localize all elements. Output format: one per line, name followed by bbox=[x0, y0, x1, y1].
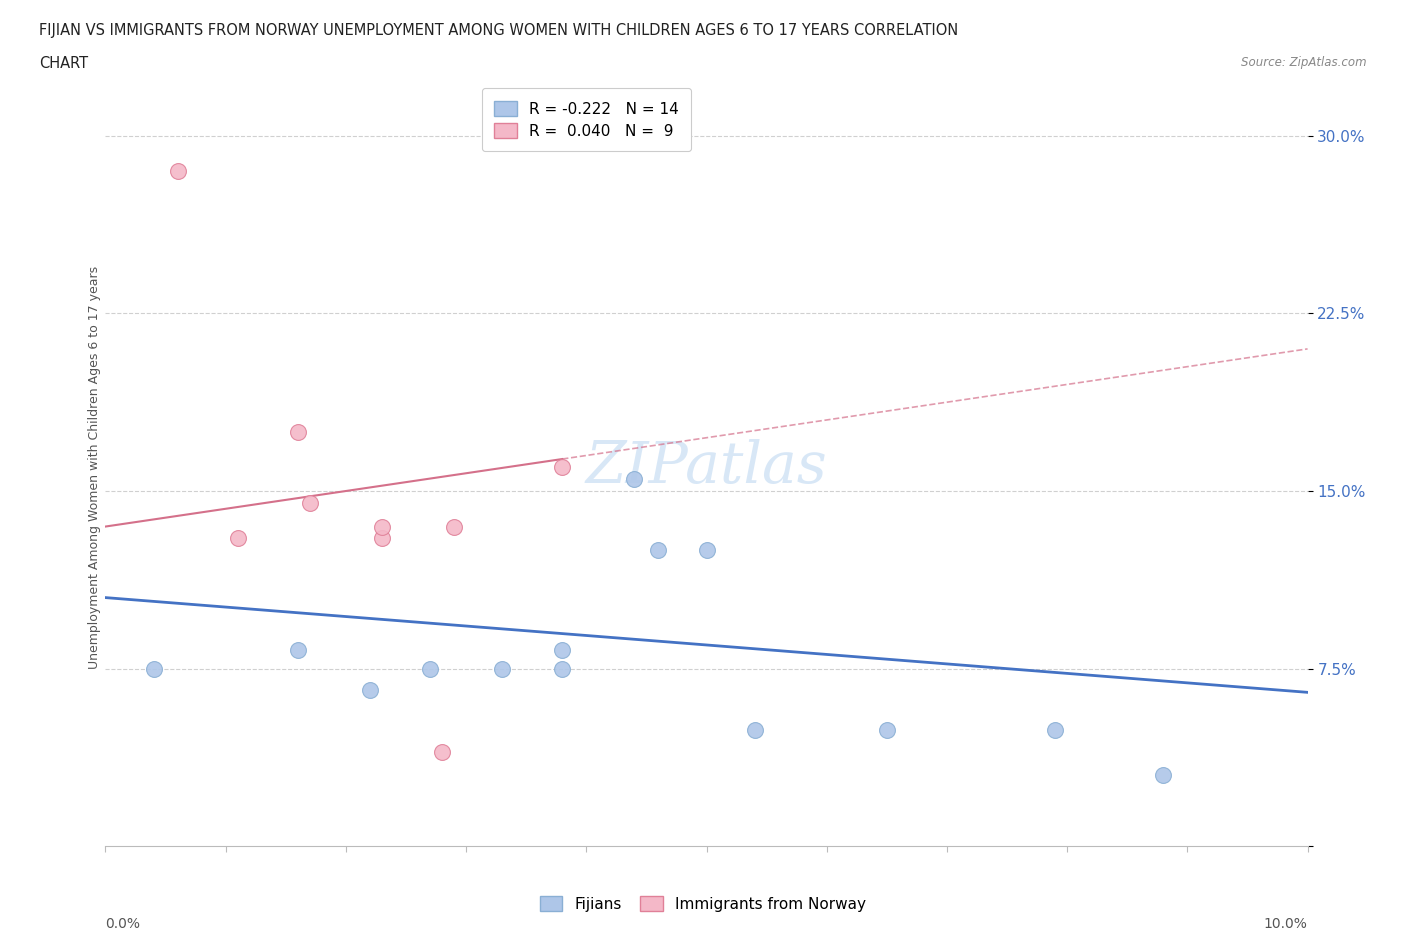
Point bbox=[696, 543, 718, 558]
Point bbox=[1043, 723, 1066, 737]
Point bbox=[443, 519, 465, 534]
Point bbox=[876, 723, 898, 737]
Point bbox=[551, 661, 574, 676]
Point bbox=[287, 424, 309, 439]
Point bbox=[1152, 768, 1174, 783]
Point bbox=[142, 661, 165, 676]
Point bbox=[623, 472, 645, 486]
Point bbox=[371, 519, 394, 534]
Point bbox=[166, 164, 188, 179]
Text: 0.0%: 0.0% bbox=[105, 917, 141, 930]
Point bbox=[744, 723, 766, 737]
Point bbox=[298, 496, 321, 511]
Text: CHART: CHART bbox=[39, 56, 89, 71]
Point bbox=[647, 543, 669, 558]
Point bbox=[287, 643, 309, 658]
Point bbox=[419, 661, 441, 676]
Y-axis label: Unemployment Among Women with Children Ages 6 to 17 years: Unemployment Among Women with Children A… bbox=[87, 266, 101, 669]
Text: 10.0%: 10.0% bbox=[1264, 917, 1308, 930]
Point bbox=[359, 683, 381, 698]
Point bbox=[430, 744, 453, 759]
Text: Source: ZipAtlas.com: Source: ZipAtlas.com bbox=[1241, 56, 1367, 69]
Legend: Fijians, Immigrants from Norway: Fijians, Immigrants from Norway bbox=[533, 889, 873, 918]
Point bbox=[551, 460, 574, 475]
Point bbox=[226, 531, 249, 546]
Point bbox=[371, 531, 394, 546]
Point bbox=[491, 661, 513, 676]
Text: ZIPatlas: ZIPatlas bbox=[586, 439, 827, 496]
Text: FIJIAN VS IMMIGRANTS FROM NORWAY UNEMPLOYMENT AMONG WOMEN WITH CHILDREN AGES 6 T: FIJIAN VS IMMIGRANTS FROM NORWAY UNEMPLO… bbox=[39, 23, 959, 38]
Point bbox=[551, 643, 574, 658]
Legend: R = -0.222   N = 14, R =  0.040   N =  9: R = -0.222 N = 14, R = 0.040 N = 9 bbox=[482, 88, 690, 151]
